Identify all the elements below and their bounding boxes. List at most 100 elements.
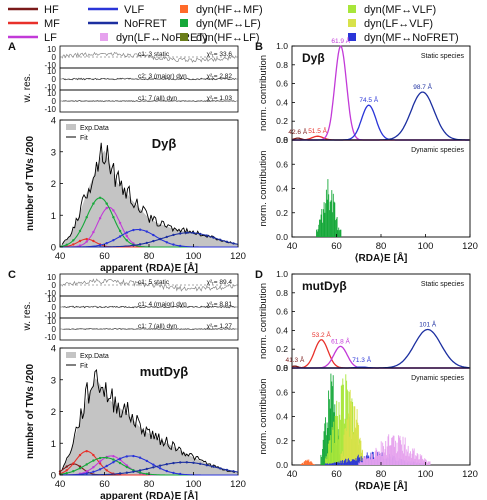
species-point: [92, 459, 95, 462]
species-point: [192, 461, 195, 464]
species-point: [85, 450, 88, 453]
residual-trace: [62, 100, 236, 102]
residual-tick: 10: [47, 67, 56, 76]
legend-swatch-1-3: [348, 19, 356, 27]
x-tick-label: 100: [418, 241, 434, 252]
panel-title: Dyβ: [152, 136, 177, 151]
species-point: [172, 471, 175, 475]
species-point: [78, 239, 82, 243]
species-point: [199, 232, 202, 236]
y-tick-label: 0: [51, 471, 56, 482]
static-peak-label: 41.3 Å: [285, 355, 304, 364]
species-point: [65, 465, 68, 468]
species-point: [118, 461, 122, 465]
dynamic-y-tick-label: 0.6: [276, 159, 288, 169]
static-peak-label: 42.6 Å: [288, 127, 307, 136]
species-point: [145, 472, 148, 476]
static-peak-curve: [292, 339, 470, 369]
residual-tick: 10: [47, 317, 56, 326]
static-y-tick-label: 0.6: [276, 79, 288, 89]
species-point: [132, 470, 135, 473]
static-peak-label: 51.5 Å: [308, 126, 327, 135]
residual-tick: 0: [52, 281, 57, 290]
species-point: [225, 468, 229, 472]
species-point: [98, 217, 102, 220]
legend-label-1-3: dyn(LF↔VLF): [364, 18, 433, 30]
species-point: [179, 472, 182, 476]
static-peak-label: 61.8 Å: [331, 336, 350, 345]
species-point: [158, 467, 162, 470]
legend-swatch-2-2: [180, 33, 188, 41]
species-point: [205, 464, 208, 467]
static-peak-label: 53.2 Å: [312, 330, 331, 339]
species-point: [132, 244, 135, 247]
panel-label-D: D: [255, 269, 263, 281]
legend-label-1-0: MF: [44, 18, 60, 30]
species-point: [212, 465, 215, 468]
species-point: [172, 461, 175, 465]
species-point: [72, 462, 75, 465]
residual-tick: 0: [52, 325, 57, 334]
residual-tick: 10: [47, 45, 56, 54]
species-point: [172, 243, 175, 246]
legend-label-0-1: VLF: [124, 4, 144, 16]
species-point: [85, 472, 88, 475]
species-point: [78, 453, 82, 457]
static-y-tick-label: 0.8: [276, 60, 288, 70]
species-point: [165, 241, 168, 244]
species-point: [112, 455, 115, 458]
residual-tick: 10: [47, 89, 56, 98]
residual-trace: [61, 278, 237, 292]
dynamic-y-tick-label: 0.4: [276, 412, 288, 422]
legend-label-2-0: LF: [44, 32, 57, 44]
species-point: [112, 461, 115, 464]
residual-tick: -10: [44, 311, 56, 320]
legend-exp-swatch: [66, 352, 76, 358]
residual-chi: χ²ᵣ= 89.4: [207, 279, 233, 286]
legend-fit-label: Fit: [80, 135, 88, 142]
legend-label-2-1: dyn(LF↔NoFRET): [116, 32, 208, 44]
legend-label-2-2: dyn(HF↔LF): [196, 32, 260, 44]
species-point: [98, 244, 102, 247]
species-point: [92, 239, 95, 243]
static-y-tick-label: 0.2: [276, 344, 288, 354]
static-y-tick-label: 0.6: [276, 307, 288, 317]
species-point: [145, 459, 148, 463]
legend-exp-swatch: [66, 124, 76, 130]
x-tick-label: 40: [287, 469, 298, 480]
x-tick-label: 80: [144, 251, 155, 262]
dynamic-y-tick-label: 0.6: [276, 387, 288, 397]
species-point: [232, 242, 235, 245]
species-point: [105, 206, 108, 210]
species-point: [158, 237, 162, 241]
species-point: [138, 456, 142, 459]
species-point: [232, 470, 235, 473]
species-point: [219, 467, 222, 470]
species-point: [105, 456, 108, 459]
species-point: [138, 471, 142, 474]
species-point: [85, 463, 88, 466]
x-tick-label: 40: [55, 251, 66, 262]
dynamic-y-tick-label: 0.2: [276, 436, 288, 446]
species-point: [172, 233, 175, 237]
y-tick-label: 1: [51, 211, 56, 222]
residual-tick: 0: [52, 53, 57, 62]
residual-trace: [62, 305, 236, 309]
legend-label-2-3: dyn(MF↔NoFRET): [364, 32, 459, 44]
species-point: [118, 472, 122, 475]
static-y-tick-label: 0.2: [276, 116, 288, 126]
residual-chi: χ²ᵣ= 2.82: [207, 73, 233, 80]
legend-swatch-2-3: [348, 33, 356, 41]
y-axis-label: number of TWs /200: [25, 364, 36, 459]
panel-label-B: B: [255, 41, 263, 53]
static-peak-label: 61.9 Å: [331, 36, 350, 45]
dynamic-frame: [291, 139, 471, 238]
dynamic-y-axis-label: norm. contribution: [258, 378, 269, 454]
species-point: [145, 230, 148, 233]
species-point: [92, 230, 95, 234]
static-y-axis-label: norm. contribution: [258, 55, 269, 131]
species-point: [112, 209, 115, 212]
species-point: [118, 229, 122, 233]
legend-swatch-1-2: [180, 19, 188, 27]
x-tick-label: 100: [186, 479, 202, 490]
